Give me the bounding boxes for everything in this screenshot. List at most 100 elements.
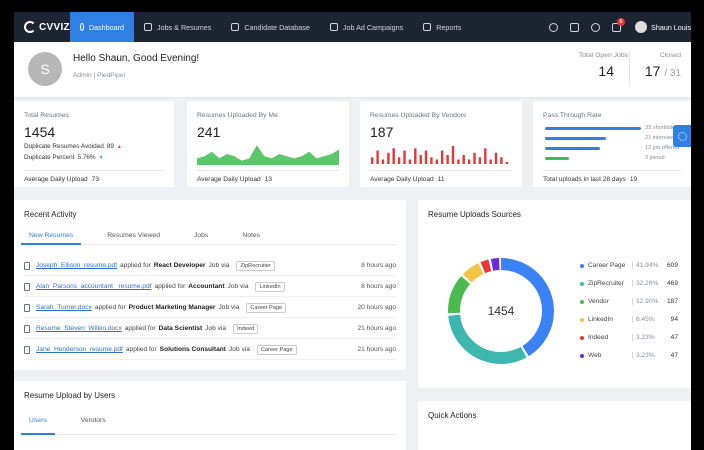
user-avatar[interactable] (635, 21, 648, 33)
legend-percent: 41.94% (632, 262, 658, 269)
vendor-bar (489, 159, 492, 164)
legend-dot (580, 264, 584, 268)
vendor-bar (397, 157, 401, 164)
activity-job-title: Solutions Consultant (159, 346, 226, 353)
uploaded-by-me-footer: Average Daily Upload 13 (197, 170, 339, 187)
nav-right: 8 Shaun Louis (543, 12, 691, 42)
document-icon (24, 303, 30, 312)
vendor-bar (376, 150, 379, 164)
nav-jobs-resumes[interactable]: Jobs & Resumes (134, 12, 221, 42)
nav-candidate-database[interactable]: Candidate Database (221, 12, 320, 42)
legend-dot (580, 282, 584, 286)
sources-card: Resume Uploads Sources 1454 Career Page 4… (418, 200, 691, 388)
pass-through-title: Pass Through Rate (543, 112, 602, 119)
open-jobs-stat[interactable]: Total Open Jobs 14 (544, 52, 628, 79)
activity-file-link[interactable]: Sarah_Turner.docx (36, 304, 92, 311)
closed-jobs-stat[interactable]: Closed 17 / 31 (629, 52, 681, 86)
legend-percent: 3.23% (632, 352, 655, 359)
open-jobs-label: Total Open Jobs (578, 52, 628, 59)
vendor-bar (500, 157, 503, 164)
activity-applied-text: applied for (120, 262, 151, 269)
legend-item: Career Page 41.94% 609 (580, 262, 678, 272)
legend-value: 187 (666, 298, 678, 305)
total-resumes-title: Total Resumes (24, 112, 69, 119)
calendar-icon[interactable] (570, 22, 580, 32)
pass-through-row-label: 12 job offered (645, 145, 680, 151)
vendor-bar (462, 155, 465, 164)
uploaded-by-me-footer-label: Average Daily Upload (197, 176, 261, 183)
tab-vendors[interactable]: Vendors (80, 417, 106, 424)
closed-value-wrap: 17 / 31 (630, 63, 681, 79)
vendor-bar (419, 155, 422, 164)
greeting-bar: S Hello Shaun, Good Evening! Admin | Pie… (14, 42, 691, 98)
activity-via-text: Job via (228, 346, 250, 353)
activity-file-link[interactable]: Resume_Steven_Wilkin.docx (36, 325, 122, 332)
nav-job-ad-campaigns[interactable]: Job Ad Campaigns (320, 12, 413, 42)
uploaded-by-me-title: Resumes Uploaded By Me (197, 112, 278, 119)
vendor-bar (451, 146, 455, 164)
arrow-down-icon: ▼ (98, 155, 104, 161)
nav-reports[interactable]: Reports (413, 12, 471, 42)
tab-notes[interactable]: Notes (242, 232, 261, 239)
legend-item: Web 3.23% 47 (580, 352, 678, 362)
total-resumes-value: 1454 (24, 124, 56, 140)
legend-name: LinkedIn (588, 316, 613, 323)
nav-jobs-resumes-label: Jobs & Resumes (157, 22, 212, 32)
legend-dot (580, 318, 584, 322)
activity-time: 8 hours ago (361, 283, 396, 290)
sources-donut-chart (448, 258, 554, 364)
activity-job-title: Accountant (188, 283, 225, 290)
activity-row: Sarah_Turner.docx applied for Product Mark… (24, 298, 396, 318)
donut-slice[interactable] (448, 258, 554, 364)
vendor-bar (392, 148, 395, 164)
bell-icon[interactable]: 8 (612, 17, 626, 32)
logo[interactable]: CVVIZ (14, 21, 70, 33)
briefcase-icon (144, 23, 152, 31)
duplicates-avoided-label: Duplicate Resumes Avoided (24, 143, 104, 150)
open-jobs-value: 14 (598, 63, 614, 79)
pass-through-row: 12 job offered (545, 145, 685, 153)
tab-new-resumes[interactable]: New Resumes (21, 228, 82, 245)
donut-center-value: 1454 (487, 304, 515, 318)
total-resumes-card: Total Resumes 1454 Duplicate Resumes Avo… (14, 101, 174, 187)
activity-file-link[interactable]: Alan_Parsons_accountant_ resume.pdf (36, 283, 152, 290)
uploaded-by-vendors-footer-label: Average Daily Upload (370, 176, 434, 183)
pass-through-row-label: 21 interviewed (645, 135, 682, 141)
activity-file-link[interactable]: Joseph_Ellison_resume.pdf (36, 262, 118, 269)
upload-by-users-title: Resume Upload by Users (24, 391, 116, 400)
arrow-up-icon: ▲ (116, 144, 122, 150)
uploaded-by-me-footer-value: 13 (264, 176, 272, 183)
recent-activity-card: Recent Activity New Resumes Resumes View… (14, 200, 406, 370)
nav-dashboard[interactable]: Dashboard (70, 12, 134, 42)
tab-resumes-viewed[interactable]: Resumes Viewed (107, 232, 160, 239)
dashboard-icon (80, 23, 84, 31)
activity-row: Jane_Henderson_resume.pdf applied for Solu… (24, 340, 396, 360)
activity-row: Resume_Steven_Wilkin.docx applied for Data… (24, 319, 396, 339)
sources-title: Resume Uploads Sources (428, 210, 521, 219)
logo-icon (24, 21, 36, 33)
user-name[interactable]: Shaun Louis (651, 22, 691, 32)
tab-jobs[interactable]: Jobs (193, 232, 209, 239)
donut-slice[interactable] (448, 258, 554, 364)
settings-fab[interactable] (673, 125, 691, 147)
legend-name: Indeed (588, 334, 609, 341)
gear-icon[interactable] (591, 22, 601, 32)
pass-through-row-label: 33 shortlisted (645, 125, 679, 131)
document-icon (24, 261, 30, 270)
top-nav: CVVIZ Dashboard Jobs & Resumes Candidate… (14, 12, 691, 42)
uploaded-by-vendors-value: 187 (370, 124, 394, 140)
donut-slice[interactable] (448, 258, 554, 364)
quick-actions-card: Quick Actions (418, 401, 691, 450)
duplicates-avoided-line: Duplicate Resumes Avoided 89 ▲ (24, 143, 162, 150)
vendor-bar (387, 152, 390, 164)
uploaded-by-vendors-footer-value: 11 (437, 176, 445, 183)
legend-dot (580, 354, 584, 358)
legend-value: 94 (670, 316, 678, 323)
closed-value: 17 (644, 63, 661, 79)
legend-value: 469 (666, 280, 678, 287)
uploaded-by-me-sparkline (197, 145, 339, 165)
duplicates-avoided-value: 89 (106, 143, 114, 150)
tab-users[interactable]: Users (21, 409, 55, 435)
activity-file-link[interactable]: Jane_Henderson_resume.pdf (36, 346, 123, 353)
help-icon[interactable] (549, 22, 559, 32)
